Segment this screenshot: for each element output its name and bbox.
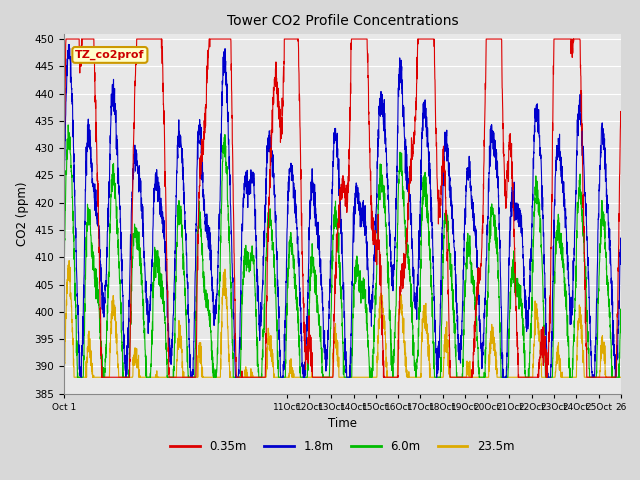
X-axis label: Time: Time [328, 417, 357, 430]
Legend: 0.35m, 1.8m, 6.0m, 23.5m: 0.35m, 1.8m, 6.0m, 23.5m [166, 435, 519, 458]
Text: TZ_co2prof: TZ_co2prof [75, 50, 145, 60]
Title: Tower CO2 Profile Concentrations: Tower CO2 Profile Concentrations [227, 14, 458, 28]
Y-axis label: CO2 (ppm): CO2 (ppm) [16, 181, 29, 246]
